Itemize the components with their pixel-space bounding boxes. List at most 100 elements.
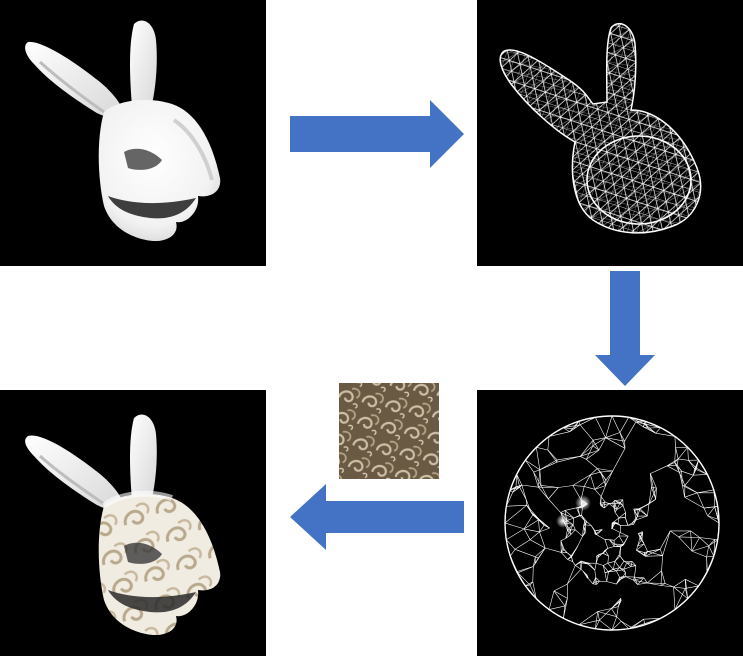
mesh-edge xyxy=(580,449,599,457)
mesh-edge xyxy=(600,470,613,473)
mesh-edge xyxy=(633,508,638,517)
mesh-edge xyxy=(594,530,597,535)
mesh-edge xyxy=(582,526,584,537)
mesh-edge xyxy=(587,563,595,571)
mesh-edge xyxy=(637,537,641,547)
mesh-edge xyxy=(563,424,581,428)
mesh-edge xyxy=(586,459,598,469)
arrow-down-icon xyxy=(595,271,655,386)
mesh-edge xyxy=(524,528,540,533)
mesh-edge xyxy=(567,559,573,562)
mesh-edge xyxy=(611,598,622,609)
mesh-edge xyxy=(533,472,539,488)
mesh-edge xyxy=(611,606,619,609)
mesh-edge xyxy=(573,515,582,519)
mesh-edge xyxy=(529,539,546,549)
mesh-edge xyxy=(613,517,620,522)
mesh-edge xyxy=(634,576,638,585)
swirl-texture-icon xyxy=(339,383,439,479)
mesh-edge xyxy=(614,509,618,513)
mesh-edge xyxy=(533,556,536,567)
mesh-edge xyxy=(613,543,620,547)
mesh-edge xyxy=(634,565,637,578)
mesh-edge xyxy=(539,461,558,471)
mesh-edge xyxy=(572,524,576,530)
mesh-edge xyxy=(605,470,613,481)
mesh-edge xyxy=(506,528,525,540)
mesh-edge xyxy=(687,447,689,461)
mesh-edge xyxy=(625,576,634,581)
mesh-edge xyxy=(619,576,626,578)
mesh-edge xyxy=(619,502,624,506)
mesh-edge xyxy=(618,598,622,607)
mesh-edge xyxy=(549,431,570,437)
mesh-edge xyxy=(548,590,555,610)
mesh-edge xyxy=(600,503,610,506)
mesh-edge xyxy=(592,440,600,451)
mesh-edge xyxy=(618,512,626,519)
mesh-edge xyxy=(619,567,623,571)
mesh-edge xyxy=(538,547,546,559)
mesh-edge xyxy=(623,560,627,564)
mesh-edge xyxy=(569,421,580,432)
mesh-edge xyxy=(644,423,656,434)
mesh-edge xyxy=(566,552,572,557)
mesh-edge xyxy=(621,620,633,629)
mesh-edge xyxy=(667,464,678,467)
mesh-edge xyxy=(523,528,531,540)
mesh-edge xyxy=(618,532,621,537)
mesh-edge xyxy=(586,449,600,460)
mesh-edge xyxy=(608,570,617,573)
mesh-edge xyxy=(614,522,621,526)
mesh-edge xyxy=(583,474,591,487)
mesh-edge xyxy=(535,556,539,559)
mesh-edge xyxy=(706,555,714,558)
mesh-edge xyxy=(594,489,602,497)
mesh-edge xyxy=(538,519,540,532)
mesh-edge xyxy=(620,532,629,537)
mesh-edge xyxy=(674,436,676,448)
mesh-edge xyxy=(539,531,546,549)
mesh-edge xyxy=(590,471,601,476)
mesh-edge xyxy=(603,565,609,573)
mesh-edge xyxy=(599,619,613,630)
mesh-edge xyxy=(539,527,550,533)
mesh-edge xyxy=(604,539,615,541)
arrow-left-shape xyxy=(290,484,464,550)
mesh-edge xyxy=(647,582,662,586)
mesh-edge xyxy=(564,507,577,511)
mesh-edge xyxy=(627,524,634,526)
mesh-edge xyxy=(616,567,620,572)
mesh-edge xyxy=(505,504,527,524)
mesh-edge xyxy=(645,548,661,557)
mesh-edge xyxy=(613,569,617,572)
mesh-edge xyxy=(572,485,585,487)
mesh-edge xyxy=(611,522,613,530)
mesh-edge xyxy=(506,539,516,550)
mesh-edge xyxy=(597,608,612,612)
mesh-edge xyxy=(614,512,620,519)
mesh-edge xyxy=(661,555,663,571)
mesh-edge xyxy=(693,468,695,476)
mesh-edge xyxy=(567,555,572,560)
mesh-edge xyxy=(597,468,613,472)
mesh-edge xyxy=(707,515,719,524)
mesh-edge xyxy=(600,496,606,503)
mesh-edge xyxy=(619,432,625,442)
mesh-edge xyxy=(675,447,679,459)
mesh-edge xyxy=(596,580,600,585)
mesh-edge xyxy=(539,459,558,471)
mesh-edge xyxy=(694,468,708,475)
mesh-edge xyxy=(644,552,646,557)
mesh-edge xyxy=(681,471,683,486)
mesh-edge xyxy=(635,515,648,521)
mesh-edge xyxy=(571,548,577,558)
mesh-edge xyxy=(648,488,657,505)
mesh-edge xyxy=(707,506,715,517)
mesh-edge xyxy=(506,504,527,507)
mesh-edge xyxy=(533,471,542,486)
mesh-edge xyxy=(612,523,619,525)
mesh-edge xyxy=(679,470,682,473)
mesh-edge xyxy=(560,552,568,560)
mesh-edge xyxy=(626,562,632,567)
